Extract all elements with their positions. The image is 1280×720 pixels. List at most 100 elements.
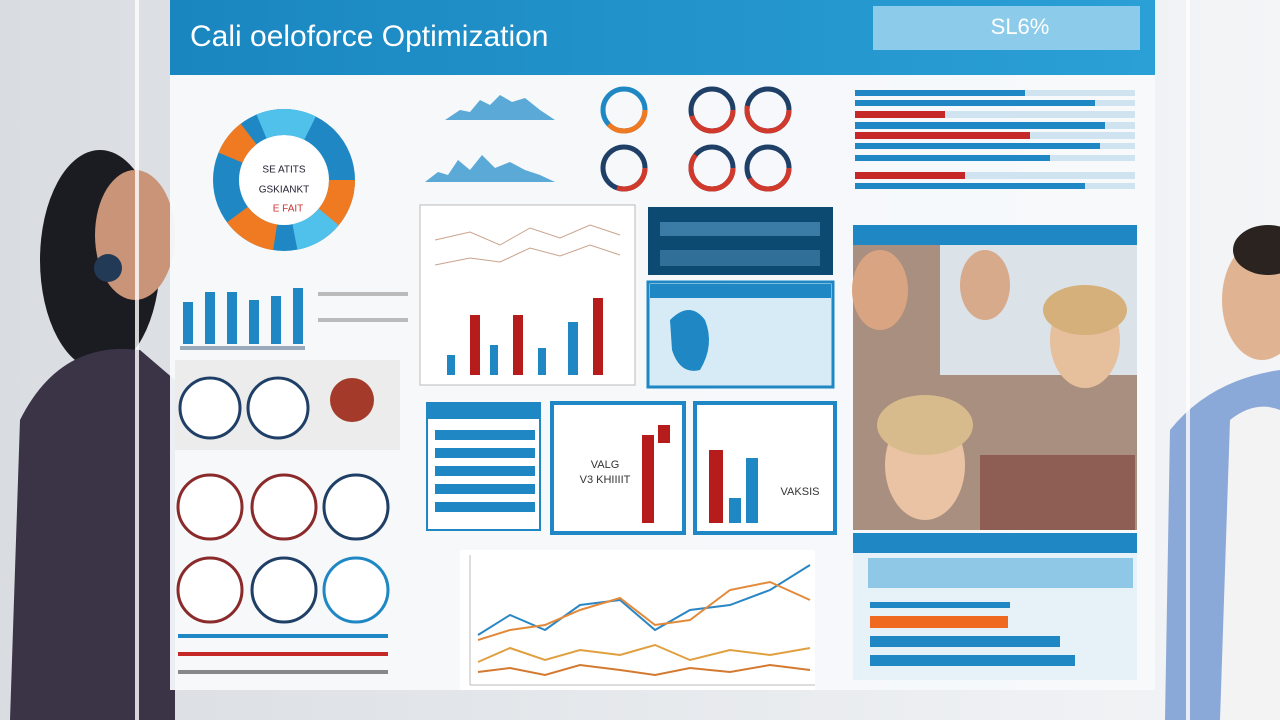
bar-panel-right xyxy=(693,401,837,535)
left-gauges-part xyxy=(246,376,310,440)
bottom-right-panel-part xyxy=(870,636,1060,647)
bottom-line-chart-part xyxy=(477,643,811,663)
small-bar-chart-part xyxy=(180,346,305,350)
left-gauges-part xyxy=(322,473,390,541)
panel-label: VAKSIS xyxy=(781,486,820,498)
bottom-right-panel-part xyxy=(868,558,1133,588)
dark-panel xyxy=(648,207,833,275)
left-gauges-part xyxy=(178,652,388,656)
ring-gauges xyxy=(600,86,792,192)
header: Cali oeloforce Optimization SL6% xyxy=(170,0,1155,75)
bottom-right-panel-part xyxy=(870,655,1075,666)
ring-gauges-part xyxy=(688,144,736,192)
horizontal-bars-part xyxy=(855,143,1100,149)
donut-part xyxy=(213,109,355,251)
dark-panel-part xyxy=(660,222,820,236)
horizontal-bars xyxy=(855,90,1135,189)
bottom-right-panel-part xyxy=(870,616,1008,628)
ring-gauges-part xyxy=(600,86,648,134)
stripe-panel-part xyxy=(427,403,540,419)
bar-panel-right-part xyxy=(729,498,741,523)
stripe-panel xyxy=(426,402,541,531)
horizontal-bars-part xyxy=(855,122,1105,129)
line-bar-panel-part xyxy=(470,315,480,375)
donut-label: E FAIT xyxy=(273,204,304,215)
horizontal-bars-part xyxy=(855,172,965,179)
header-part xyxy=(873,6,1140,50)
bottom-line-chart xyxy=(460,550,815,690)
stripe-panel-part xyxy=(435,502,535,512)
map-panel xyxy=(646,280,835,389)
stripe-panel-part xyxy=(435,466,535,476)
left-gauges-part xyxy=(176,473,244,541)
photo-panel-part xyxy=(960,250,1010,320)
stripe-panel-part xyxy=(435,484,535,494)
map-panel-part xyxy=(670,310,709,371)
line-bar-panel-part xyxy=(538,348,546,375)
left-gauges-part xyxy=(330,378,374,422)
bottom-line-chart-part xyxy=(477,580,811,641)
small-bar-chart xyxy=(180,288,408,350)
map-panel-part xyxy=(650,284,831,298)
horizontal-bars-part xyxy=(855,111,945,118)
line-bar-panel-part xyxy=(593,298,603,375)
left-gauges-part xyxy=(250,556,318,624)
photo-panel xyxy=(852,225,1137,530)
dark-panel-part xyxy=(660,250,820,266)
left-gauges-part xyxy=(176,556,244,624)
horizontal-bars-part xyxy=(855,100,1095,106)
left-gauges-part xyxy=(178,634,388,638)
bottom-line-chart-part xyxy=(477,564,811,636)
line-bar-panel-part xyxy=(434,244,621,266)
small-bar-chart-part xyxy=(205,292,215,344)
horizontal-bars-part xyxy=(855,172,1135,179)
panel-label: V3 KHIIIIT xyxy=(580,474,631,486)
photo-panel-part xyxy=(980,455,1135,530)
bar-panel-left-part xyxy=(658,425,670,443)
small-bar-chart-part xyxy=(293,288,303,344)
bottom-line-chart-part xyxy=(477,663,811,677)
donut-label: SE ATITS xyxy=(262,165,305,176)
header-badge: SL6% xyxy=(991,14,1050,39)
photo-panel-part xyxy=(852,250,908,330)
ring-gauges-part xyxy=(744,86,792,134)
photo-panel-part xyxy=(877,395,973,455)
bottom-right-panel-part xyxy=(853,533,1137,553)
horizontal-bars-part xyxy=(855,132,1030,139)
line-bar-panel-part xyxy=(447,355,455,375)
bottom-right-panel xyxy=(853,533,1137,680)
line-bar-panel-part xyxy=(513,315,523,375)
left-person-part xyxy=(94,254,122,282)
horizontal-bars-part xyxy=(855,155,1050,161)
line-bar-panel-part xyxy=(434,224,621,246)
bar-panel-left xyxy=(550,401,686,535)
ring-gauges-part xyxy=(744,144,792,192)
right-person xyxy=(1165,225,1280,720)
left-person-part xyxy=(10,348,175,720)
line-bar-panel-part xyxy=(568,322,578,375)
small-bar-chart-part xyxy=(271,296,281,344)
left-gauges xyxy=(175,360,400,674)
donut-label: GSKIANKT xyxy=(259,185,310,196)
sparklines-part xyxy=(425,155,555,182)
left-person xyxy=(10,150,175,720)
left-gauges-part xyxy=(322,556,390,624)
left-gauges-part xyxy=(178,670,388,674)
bottom-right-panel-part xyxy=(870,602,1010,608)
ring-gauges-part xyxy=(688,86,736,134)
left-gauges-part xyxy=(250,473,318,541)
bar-panel-left-part xyxy=(550,401,686,535)
line-bar-panel-part xyxy=(490,345,498,375)
photo-panel-part xyxy=(853,225,1137,245)
horizontal-bars-part xyxy=(855,90,1025,96)
small-bar-chart-part xyxy=(318,292,408,296)
ring-gauges-part xyxy=(600,144,648,192)
right-person-part xyxy=(1220,406,1280,720)
stripe-panel-part xyxy=(435,448,535,458)
bar-panel-left-part xyxy=(642,435,654,523)
donut xyxy=(213,109,355,251)
stripe-panel-part xyxy=(435,430,535,440)
horizontal-bars-part xyxy=(855,183,1085,189)
